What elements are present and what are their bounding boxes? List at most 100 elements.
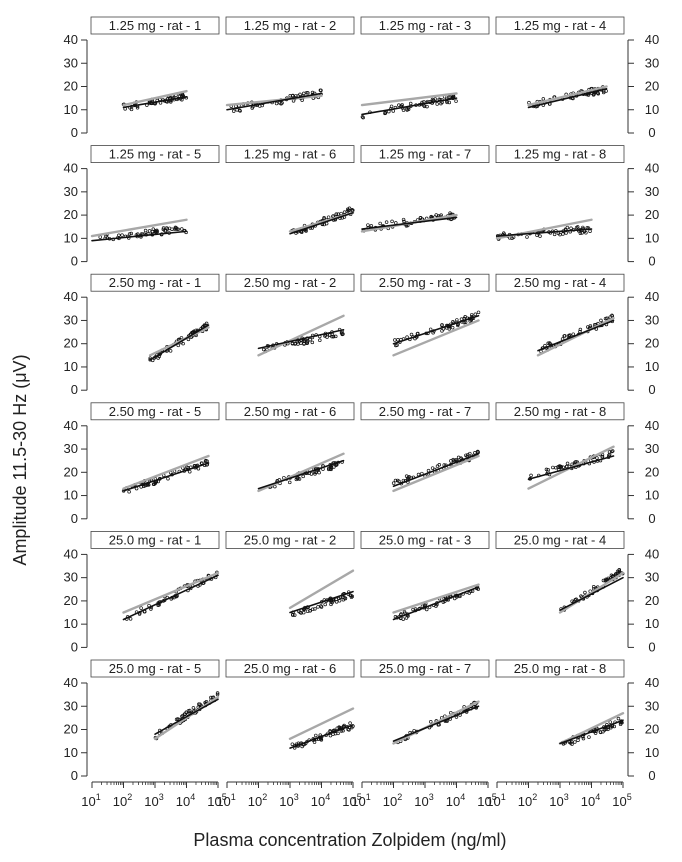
fit-line-black: [361, 97, 458, 116]
data-point: [308, 337, 312, 342]
fit-line-gray: [558, 712, 625, 745]
panel-label-box: [225, 273, 355, 292]
data-point: [399, 612, 403, 616]
fit-line-black: [122, 96, 188, 109]
data-point: [143, 228, 148, 233]
panel-label-box: [495, 273, 625, 292]
x-tick-label: 105: [612, 792, 631, 809]
panel-label: 1.25 mg - rat - 2: [244, 18, 336, 33]
x-tick-label: 102: [248, 792, 267, 809]
panel-label-box: [495, 402, 625, 421]
y-tick-label: 30: [64, 698, 78, 713]
data-point: [561, 232, 565, 236]
y-tick-label: 30: [645, 570, 659, 585]
y-tick-label: 10: [64, 102, 78, 117]
panel-label-box: [225, 531, 355, 549]
data-point: [525, 235, 529, 239]
fit-line-gray: [536, 316, 615, 357]
panel-label: 1.25 mg - rat - 7: [379, 147, 471, 162]
data-point: [591, 585, 596, 589]
x-tick-label: 101: [351, 792, 370, 809]
panel-label: 2.50 mg - rat - 1: [109, 275, 201, 290]
fit-line-black: [527, 455, 615, 481]
data-point: [394, 343, 398, 348]
y-tick-label: 40: [64, 546, 78, 561]
x-tick-label: 103: [144, 792, 163, 809]
panel-label-box: [90, 145, 220, 164]
data-point: [135, 106, 140, 110]
y-tick-label: 0: [648, 125, 655, 140]
panel: 2.50 mg - rat - 1 0 10 20 30 40: [64, 273, 220, 397]
data-point: [586, 325, 590, 329]
panel-label: 25.0 mg - rat - 3: [379, 532, 471, 547]
panel: 25.0 mg - rat - 5 0 10 20 30 40 101 102 103 104 10…: [64, 659, 227, 809]
fit-line-black: [559, 719, 624, 745]
data-point: [569, 740, 574, 744]
data-point: [139, 606, 143, 610]
data-point: [127, 490, 131, 494]
x-tick-label: 103: [279, 792, 298, 809]
data-point: [559, 465, 563, 469]
y-tick-label: 30: [645, 441, 659, 456]
data-point: [393, 478, 398, 483]
y-tick-label: 10: [645, 745, 659, 760]
data-point: [238, 109, 242, 113]
data-point: [318, 338, 322, 343]
data-point: [209, 695, 213, 700]
data-point: [454, 99, 458, 103]
data-point: [361, 115, 365, 120]
y-tick-label: 0: [71, 768, 78, 783]
data-point: [435, 102, 439, 106]
y-tick-label: 40: [645, 675, 659, 690]
y-tick-label: 0: [71, 382, 78, 397]
data-point: [405, 108, 409, 112]
panel-label-box: [225, 16, 355, 35]
data-point: [588, 229, 592, 233]
y-tick-label: 40: [645, 289, 659, 304]
data-point: [181, 341, 185, 346]
panel-label: 2.50 mg - rat - 6: [244, 404, 336, 419]
y-tick-label: 10: [64, 745, 78, 760]
y-tick-label: 20: [64, 593, 78, 608]
data-point: [322, 215, 326, 220]
fit-line-black: [392, 314, 480, 345]
panel-label: 2.50 mg - rat - 2: [244, 275, 336, 290]
data-point: [203, 459, 208, 463]
y-tick-label: 0: [71, 639, 78, 654]
y-tick-label: 10: [64, 359, 78, 374]
data-point: [502, 231, 506, 235]
data-point: [580, 231, 584, 235]
data-point: [383, 111, 388, 115]
fit-line-gray: [153, 695, 220, 740]
fit-line-black: [361, 216, 458, 230]
data-point: [429, 720, 433, 724]
data-point: [573, 740, 577, 744]
x-tick-label: 103: [414, 792, 433, 809]
data-point: [608, 720, 612, 724]
data-point: [469, 313, 474, 317]
panel-label-box: [225, 145, 355, 164]
data-point: [149, 607, 153, 611]
data-point: [401, 108, 406, 112]
panel-label: 25.0 mg - rat - 8: [514, 661, 606, 676]
panel-label: 1.25 mg - rat - 1: [109, 18, 201, 33]
x-tick-label: 104: [581, 792, 600, 809]
data-point: [339, 211, 343, 216]
data-point: [174, 227, 178, 231]
y-tick-label: 30: [645, 312, 659, 327]
x-axis-title: Plasma concentration Zolpidem (ng/ml): [193, 830, 506, 850]
data-point: [314, 470, 318, 475]
data-point: [329, 467, 333, 472]
data-point: [280, 101, 284, 105]
data-point: [395, 478, 400, 483]
panel-label-box: [360, 659, 490, 678]
data-point: [301, 474, 305, 479]
panel-label: 2.50 mg - rat - 3: [379, 275, 471, 290]
panel: 2.50 mg - rat - 2: [225, 273, 355, 357]
data-point: [565, 225, 570, 230]
y-tick-label: 0: [648, 768, 655, 783]
panel-label: 1.25 mg - rat - 5: [109, 147, 201, 162]
panel-label-box: [90, 273, 220, 292]
data-point: [316, 605, 320, 609]
